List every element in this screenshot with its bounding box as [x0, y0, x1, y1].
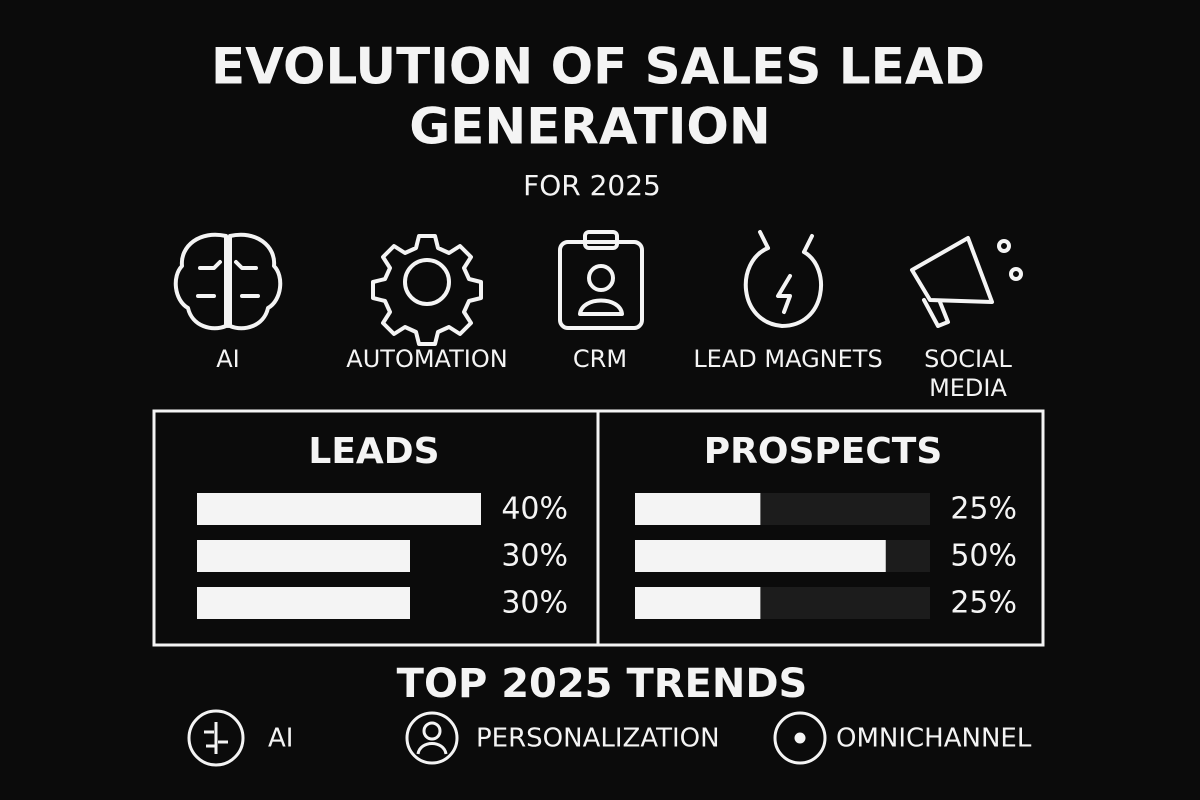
icon-label: MEDIA — [929, 374, 1007, 402]
trends-title: TOP 2025 TRENDS — [397, 661, 808, 707]
icon-label: SOCIAL — [924, 345, 1012, 373]
trend-label: OMNICHANNEL — [836, 724, 1032, 754]
bar — [635, 587, 761, 619]
value-label: 30% — [501, 539, 568, 574]
value-label: 25% — [950, 492, 1017, 527]
bar — [197, 493, 481, 525]
icon-label: CRM — [573, 345, 627, 373]
bar — [197, 540, 410, 572]
trend-label: PERSONALIZATION — [476, 724, 720, 754]
brain-icon — [173, 232, 283, 331]
gear-icon — [371, 234, 483, 346]
bar — [197, 587, 410, 619]
magnet-icon — [743, 230, 823, 328]
trend-icon — [773, 711, 827, 765]
value-label: 50% — [950, 539, 1017, 574]
title: EVOLUTION OF SALES LEAD — [211, 38, 985, 96]
clipboard-icon — [558, 230, 644, 330]
panel-title: PROSPECTS — [704, 431, 943, 472]
value-label: 25% — [950, 586, 1017, 621]
icon-label: AI — [216, 345, 240, 373]
trend-icon — [187, 709, 245, 767]
title: GENERATION — [409, 98, 771, 156]
panel-title: LEADS — [308, 431, 439, 472]
icon-label: LEAD MAGNETS — [693, 345, 882, 373]
bar — [635, 493, 761, 525]
value-label: 30% — [501, 586, 568, 621]
bar — [635, 540, 886, 572]
icon-label: AUTOMATION — [346, 345, 507, 373]
subtitle: FOR 2025 — [523, 169, 661, 202]
trend-icon — [405, 711, 459, 765]
value-label: 40% — [501, 492, 568, 527]
trend-label: AI — [268, 724, 293, 754]
megaphone-icon — [910, 236, 1023, 328]
